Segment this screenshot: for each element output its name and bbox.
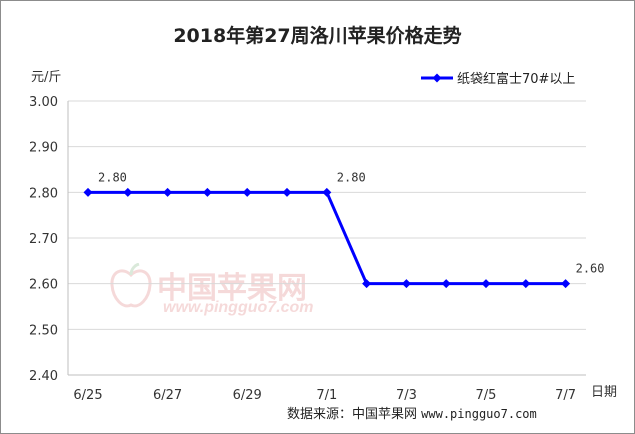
data-source: 数据来源：中国苹果网 www.pingguo7.com: [287, 403, 537, 422]
watermark-cn: 中国苹果网: [157, 271, 307, 306]
data-point: [561, 279, 571, 289]
data-point: [123, 187, 133, 197]
y-tick-label: 2.70: [29, 232, 58, 247]
source-url: www.pingguo7.com: [421, 407, 537, 421]
source-label: 数据来源：中国苹果网: [287, 407, 418, 422]
x-tick-label: 7/3: [396, 388, 417, 403]
legend-label: 纸袋红富士70#以上: [457, 71, 575, 87]
data-label: 2.60: [576, 262, 605, 276]
y-tick-label: 2.40: [29, 369, 58, 384]
x-tick-label: 7/5: [476, 388, 497, 403]
x-tick-label: 6/27: [153, 388, 182, 403]
x-axis-title: 日期: [591, 385, 617, 400]
data-label: 2.80: [98, 170, 127, 184]
watermark-en: www.pingguo7.com: [163, 299, 314, 316]
x-tick-label: 7/7: [555, 388, 576, 403]
data-point: [441, 279, 451, 289]
data-point: [322, 187, 332, 197]
y-tick-label: 2.90: [29, 141, 58, 156]
legend-marker: [432, 73, 442, 83]
data-point: [401, 279, 411, 289]
data-point: [282, 187, 292, 197]
y-axis-title: 元/斤: [31, 70, 61, 85]
y-tick-label: 2.80: [29, 186, 58, 201]
y-tick-label: 2.50: [29, 323, 58, 338]
data-point: [202, 187, 212, 197]
data-point: [481, 279, 491, 289]
y-tick-label: 2.60: [29, 278, 58, 293]
data-point: [83, 187, 93, 197]
data-label: 2.80: [337, 170, 366, 184]
data-point: [242, 187, 252, 197]
data-point: [163, 187, 173, 197]
y-tick-label: 3.00: [29, 95, 58, 110]
x-tick-label: 7/1: [316, 388, 337, 403]
apple-logo-icon: [110, 263, 152, 308]
x-tick-label: 6/25: [73, 388, 102, 403]
chart-title: 2018年第27周洛川苹果价格走势: [173, 25, 462, 47]
data-point: [362, 279, 372, 289]
data-point: [521, 279, 531, 289]
x-tick-label: 6/29: [233, 388, 262, 403]
